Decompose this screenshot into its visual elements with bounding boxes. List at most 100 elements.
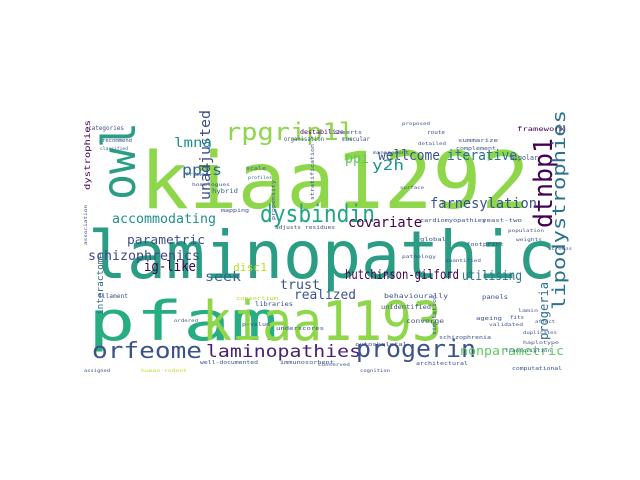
cloud-word: ig-like [144, 259, 196, 275]
cloud-word: summarize [458, 138, 498, 144]
cloud-word: surface [400, 185, 425, 190]
cloud-word: simulation [432, 295, 438, 335]
cloud-word: realized [294, 288, 356, 303]
cloud-word: rpgrip1l [225, 118, 355, 146]
cloud-word: hybrid [212, 188, 238, 195]
cloud-word: kiaa1292 [140, 137, 530, 227]
cloud-word: population [508, 228, 545, 233]
cloud-word: destabilize [300, 129, 344, 136]
cloud-word: hutchinson-gilford [345, 268, 459, 283]
cloud-word: propensity [271, 180, 277, 220]
cloud-word: farnesylation [430, 196, 537, 212]
cloud-word: panels [482, 294, 508, 301]
cloud-word: affect [535, 319, 556, 324]
cloud-word: dtnbp1 [529, 138, 559, 228]
cloud-word: lipodystrophies [549, 110, 570, 310]
cloud-word: schizophrenia [439, 335, 491, 341]
cloud-word: ppi [345, 151, 369, 167]
cloud-word: lamin [518, 308, 539, 313]
cloud-word: filament [98, 293, 128, 300]
cloud-word: covariate [348, 215, 422, 231]
cloud-word: ordered [174, 318, 199, 323]
cloud-word: unidentified [381, 304, 431, 311]
cloud-word: laminopathic [88, 217, 556, 294]
cloud-word: categories [88, 125, 124, 132]
cloud-word: fits [510, 315, 524, 321]
cloud-word: frames [185, 172, 209, 178]
cloud-word: cytoskeletal [355, 342, 407, 348]
cloud-word: utilising [462, 269, 522, 284]
cloud-word: scale [246, 166, 266, 172]
cloud-word: dysbindin [260, 200, 375, 228]
cloud-word: homologues [192, 182, 231, 187]
cloud-word: association [83, 204, 88, 245]
cloud-word: transcription [505, 348, 552, 353]
cloud-word: muscular [342, 136, 370, 143]
cloud-word: pfam [88, 290, 278, 353]
cloud-word: y2h [372, 158, 404, 174]
cloud-word: progerin [356, 335, 476, 363]
cloud-word: wellcome [378, 148, 440, 164]
cloud-word: weights [516, 237, 543, 242]
cloud-word: ppis [182, 161, 222, 179]
cloud-word: orfeome [92, 339, 202, 364]
cloud-word: behaviourally [384, 293, 449, 300]
cloud-word: dystrophies [83, 120, 92, 190]
cloud-word: human-rodent [141, 368, 188, 373]
cloud-word: residues [305, 225, 335, 231]
cloud-word: ageing [476, 316, 502, 322]
cloud-word: cognition [360, 368, 391, 373]
cloud-word: framework [517, 126, 566, 133]
cloud-word: organisation [284, 136, 324, 143]
cloud-word: complement [456, 146, 496, 152]
cloud-word: libraries [255, 301, 293, 308]
cloud-word: kiaa1193 [202, 290, 442, 353]
cloud-word: classified [100, 146, 129, 151]
cloud-word: p-value [242, 322, 270, 328]
cloud-word: interactome [96, 253, 106, 315]
cloud-word: immunosorbent [280, 360, 334, 366]
cloud-word: quantified [445, 258, 482, 263]
cloud-word: nonparametric [460, 344, 564, 358]
cloud-word: screens [548, 246, 573, 251]
cloud-word: mapping [221, 208, 249, 214]
cloud-word: parametric [127, 233, 205, 247]
cloud-word: iterative [447, 148, 517, 164]
cloud-word: stratification [310, 144, 316, 200]
cloud-word: unadjusted [198, 110, 214, 200]
cloud-word: proposed [402, 121, 431, 126]
cloud-word: conserved [318, 362, 351, 367]
cloud-word: yeast-two [482, 218, 522, 224]
cloud-word: inserts [334, 130, 362, 136]
cloud-word: accommodating [112, 212, 216, 227]
cloud-word: adjusts [275, 225, 301, 231]
cloud-word: owl [92, 122, 146, 200]
cloud-word: route [427, 130, 445, 136]
cloud-word: haplotype [523, 340, 560, 345]
cloud-word: well-documented [200, 360, 258, 366]
cloud-background [80, 120, 560, 360]
cloud-word: bipolar [510, 154, 538, 162]
cloud-word: profiles [248, 175, 273, 180]
cloud-word: progeria [537, 282, 551, 340]
cloud-word: computational [512, 366, 562, 372]
cloud-word: management [373, 150, 410, 155]
cloud-word: cardiomyopathies [420, 218, 486, 224]
cloud-word: duplicates [523, 330, 558, 335]
cloud-word: recommend [102, 138, 132, 144]
cloud-word: lmna [174, 136, 212, 151]
cloud-word: seek [205, 270, 241, 285]
cloud-word: consortium [236, 296, 278, 302]
cloud-word: assigned [84, 368, 111, 373]
cloud-word: disc1 [233, 261, 267, 274]
cloud-word: trust [280, 278, 320, 293]
cloud-word: schizophrenics [88, 249, 200, 264]
cloud-word: underscores [276, 326, 324, 332]
cloud-word: converge [406, 318, 444, 325]
cloud-word: detailed [418, 141, 447, 146]
cloud-word: footprint [466, 242, 504, 248]
cloud-word: global [420, 237, 446, 243]
cloud-word: pathology [402, 254, 437, 259]
